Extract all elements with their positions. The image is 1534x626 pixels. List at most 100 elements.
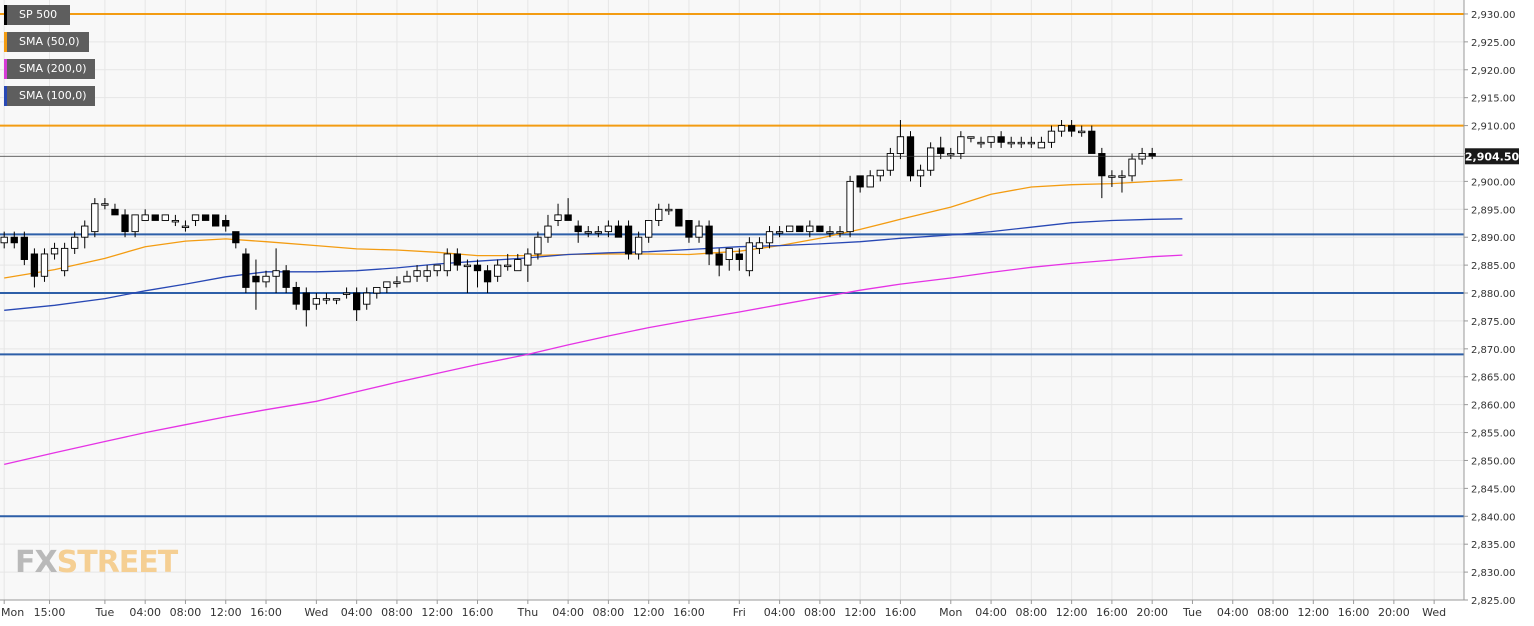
candle: [735, 248, 743, 271]
candle: [836, 226, 844, 238]
candle: [614, 220, 623, 238]
candle: [514, 253, 522, 272]
candle: [332, 298, 341, 305]
y-tick-label: 2,855.00: [1471, 429, 1516, 440]
x-tick-label: 12:00: [210, 606, 242, 619]
candles: [0, 120, 1156, 327]
legend-sp500[interactable]: SP 500: [4, 5, 70, 25]
last-price-marker: 2,904.50: [1465, 148, 1520, 165]
candle: [856, 175, 864, 193]
candle: [846, 175, 854, 238]
x-tick-label: 20:00: [1136, 606, 1168, 619]
candle: [171, 214, 180, 227]
candle: [534, 231, 542, 260]
x-tick-label: 16:00: [885, 606, 917, 619]
y-tick-label: 2,850.00: [1471, 456, 1516, 467]
candle: [40, 248, 49, 282]
candle: [886, 147, 895, 176]
candle: [987, 136, 995, 148]
x-tick-label: 16:00: [1096, 606, 1128, 619]
candle: [413, 265, 421, 282]
candle: [544, 214, 552, 243]
candle: [745, 237, 754, 277]
candle: [574, 220, 582, 243]
candle: [353, 287, 361, 321]
y-tick-label: 2,825.00: [1471, 596, 1516, 607]
candle: [564, 198, 572, 221]
y-axis: 2,825.00 2,830.00 2,835.00 2,840.00 2,845.00…: [1464, 10, 1516, 607]
candle: [1047, 125, 1056, 148]
candle: [212, 214, 220, 227]
candle: [705, 220, 713, 266]
candle: [926, 142, 935, 176]
candle: [252, 259, 260, 310]
candle: [665, 203, 673, 215]
candle: [483, 265, 492, 294]
legend-sma-200[interactable]: SMA (200,0): [4, 59, 95, 79]
candle: [423, 265, 431, 282]
candle: [10, 231, 18, 249]
candle: [151, 214, 159, 221]
candle: [896, 120, 905, 160]
candle: [181, 220, 190, 232]
candle: [504, 253, 512, 271]
y-tick-label: 2,880.00: [1471, 289, 1516, 300]
legend-sma-50[interactable]: SMA (50,0): [4, 32, 89, 52]
candle: [443, 248, 451, 277]
x-tick-label: 04:00: [341, 606, 373, 619]
y-tick-label: 2,895.00: [1471, 205, 1516, 216]
candle: [796, 225, 804, 233]
candle: [1128, 153, 1136, 182]
candle: [634, 231, 643, 260]
candle: [232, 231, 240, 249]
candle: [977, 136, 985, 148]
x-tick-label: 04:00: [552, 606, 584, 619]
legend-sma-100[interactable]: SMA (100,0): [4, 86, 95, 106]
x-tick-label: 15:00: [34, 606, 66, 619]
candle: [0, 231, 8, 249]
y-tick-label: 2,840.00: [1471, 512, 1516, 523]
candle: [1057, 120, 1066, 137]
candle: [1108, 170, 1116, 187]
candle: [201, 214, 210, 221]
x-tick-label: 16:00: [250, 606, 282, 619]
candle: [71, 231, 79, 254]
candle: [302, 287, 310, 327]
candle: [60, 242, 69, 277]
x-tick-label: 04:00: [764, 606, 796, 619]
candle: [876, 169, 884, 182]
x-tick-label: Wed: [1422, 606, 1446, 619]
y-tick-label: 2,875.00: [1471, 317, 1516, 328]
candle: [916, 164, 925, 187]
candle: [262, 270, 270, 288]
y-tick-label: 2,900.00: [1471, 177, 1516, 188]
candle: [101, 198, 109, 210]
x-tick-label: 16:00: [1338, 606, 1370, 619]
candle: [524, 248, 532, 282]
candle: [433, 264, 441, 277]
candle: [725, 247, 733, 271]
candle: [765, 226, 774, 249]
candle: [624, 220, 633, 260]
candle: [937, 136, 945, 160]
candle: [594, 226, 602, 238]
last-price-label: 2,904.50: [1465, 150, 1520, 163]
candle: [292, 281, 300, 310]
candle: [826, 226, 834, 238]
sma-lines: [4, 179, 1183, 466]
candle: [1067, 120, 1076, 137]
candle: [1037, 136, 1046, 149]
x-tick-label: Mon: [1, 606, 24, 619]
candle: [272, 248, 280, 294]
y-tick-label: 2,865.00: [1471, 373, 1516, 384]
candle: [806, 220, 814, 238]
candle: [957, 131, 965, 160]
candle: [1007, 136, 1015, 148]
candle: [131, 214, 139, 238]
x-tick-label: 08:00: [381, 606, 413, 619]
candle: [715, 248, 723, 277]
candle: [584, 226, 592, 238]
x-tick-label: Mon: [939, 606, 962, 619]
candle: [604, 220, 613, 238]
